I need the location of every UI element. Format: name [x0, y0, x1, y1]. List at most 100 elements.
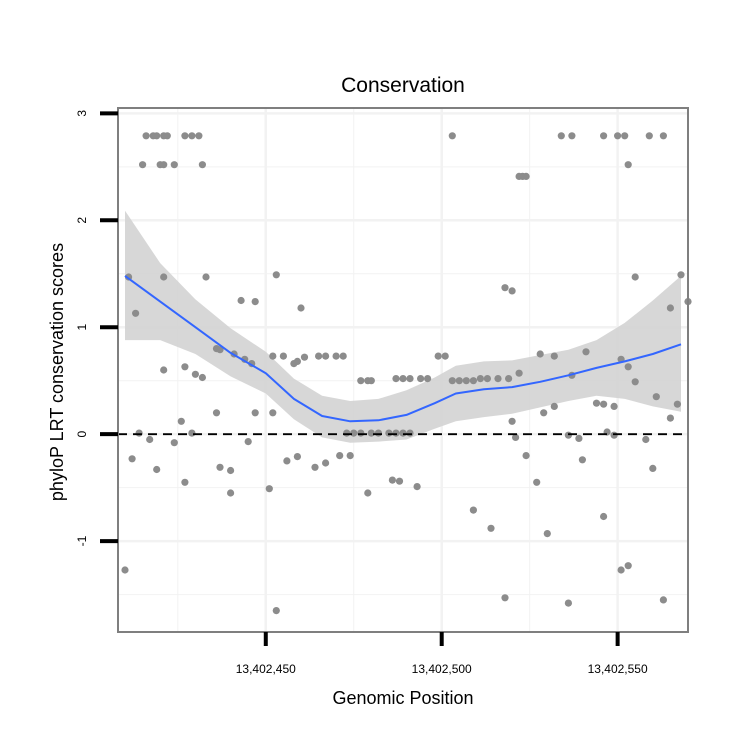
data-point	[610, 402, 618, 410]
data-point	[575, 434, 583, 442]
data-point	[181, 132, 189, 140]
data-point	[666, 414, 675, 422]
data-point	[543, 530, 551, 538]
y-tick-label: 0	[75, 431, 89, 438]
data-point	[367, 429, 375, 437]
smooth-line	[124, 275, 682, 423]
data-point	[293, 357, 301, 365]
data-point	[297, 304, 305, 312]
x-tick-label: 13,402,450	[236, 662, 296, 676]
data-point	[170, 439, 178, 447]
data-point	[350, 429, 358, 437]
data-point	[237, 296, 245, 305]
y-tick-label: 2	[75, 217, 89, 224]
data-point	[195, 132, 203, 140]
data-point	[621, 132, 629, 140]
data-point	[578, 456, 587, 464]
data-point	[642, 435, 650, 444]
data-point	[505, 375, 513, 383]
data-point	[343, 429, 351, 437]
data-point	[315, 352, 323, 360]
data-point	[227, 489, 235, 497]
data-point	[617, 566, 625, 574]
data-point	[610, 431, 618, 439]
data-point	[146, 435, 154, 444]
data-point	[483, 375, 491, 383]
data-point	[177, 417, 185, 425]
data-point	[666, 304, 675, 312]
data-point	[631, 378, 639, 386]
x-axis-title: Genomic Position	[332, 688, 473, 708]
y-axis: -1 0 1 2 3	[75, 110, 118, 546]
data-point	[392, 375, 400, 383]
data-point	[216, 346, 224, 354]
data-point	[251, 409, 259, 417]
data-point	[160, 161, 168, 169]
data-point	[652, 393, 660, 401]
data-point	[139, 161, 147, 169]
data-point	[212, 409, 221, 417]
data-point	[550, 402, 558, 410]
data-point	[413, 483, 421, 491]
data-point	[170, 161, 178, 169]
y-axis-title: phyloP LRT conservation scores	[47, 243, 67, 501]
y-tick-label: -1	[75, 535, 89, 546]
data-point	[624, 161, 632, 169]
data-point	[128, 455, 136, 463]
data-point	[550, 352, 558, 360]
chart-title: Conservation	[341, 74, 465, 97]
data-point	[441, 352, 449, 360]
data-point	[614, 132, 622, 140]
data-point	[469, 377, 477, 385]
data-point	[367, 377, 375, 385]
data-point	[322, 352, 330, 360]
data-point	[399, 429, 407, 437]
confidence-band	[125, 210, 681, 443]
data-point	[322, 459, 330, 467]
data-point	[406, 375, 414, 383]
data-point	[121, 566, 129, 574]
panel-border	[117, 107, 689, 633]
data-point	[163, 132, 171, 140]
data-point	[455, 377, 463, 385]
data-point	[181, 363, 189, 371]
data-point	[181, 478, 189, 486]
data-point	[659, 132, 668, 140]
data-point	[346, 452, 354, 460]
data-point	[508, 417, 516, 425]
plot-panel	[117, 107, 692, 633]
data-point	[487, 524, 495, 532]
data-point	[564, 431, 573, 439]
data-point	[476, 375, 484, 383]
data-point	[311, 463, 319, 471]
data-point	[202, 273, 210, 281]
data-point	[293, 453, 301, 461]
data-point	[522, 452, 530, 460]
data-point	[265, 485, 273, 493]
data-point	[448, 132, 456, 140]
data-point	[160, 366, 168, 374]
data-point	[399, 375, 407, 383]
data-point	[198, 161, 206, 169]
data-point	[592, 399, 601, 407]
x-tick-label: 13,402,550	[588, 662, 648, 676]
data-point	[374, 429, 382, 437]
data-point	[135, 429, 143, 437]
data-point	[283, 457, 291, 465]
data-point	[533, 478, 541, 486]
data-point	[269, 409, 277, 417]
data-point	[191, 370, 199, 378]
data-point	[522, 172, 530, 180]
data-point	[494, 375, 502, 383]
data-point	[357, 377, 365, 385]
data-point	[631, 273, 639, 281]
data-point	[385, 429, 393, 437]
data-point	[272, 271, 280, 279]
data-point	[536, 350, 544, 358]
data-point	[564, 599, 573, 607]
data-point	[624, 562, 632, 570]
data-point	[469, 506, 477, 514]
data-point	[336, 452, 344, 460]
data-point	[508, 287, 516, 295]
